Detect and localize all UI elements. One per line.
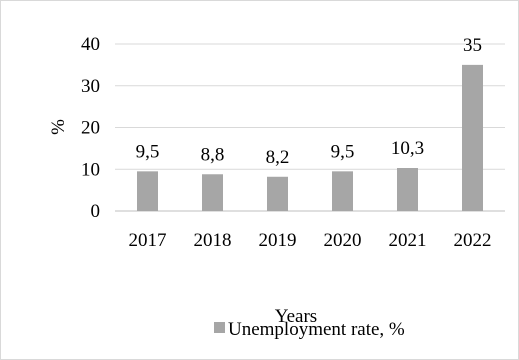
y-tick-label: 40	[81, 34, 100, 55]
x-tick-label: 2021	[389, 230, 427, 251]
bar	[137, 171, 158, 211]
bar	[267, 176, 288, 211]
bar	[462, 64, 483, 211]
y-tick-label: 0	[91, 201, 101, 222]
data-label: 9,5	[136, 141, 160, 162]
y-tick-label: 20	[81, 118, 100, 139]
x-tick-labels: 2017 2018 2019 2020 2021 2022	[129, 230, 492, 251]
y-tick-label: 10	[81, 159, 100, 180]
data-label: 9,5	[331, 141, 355, 162]
data-labels: 9,5 8,8 8,2 9,5 10,3 35	[136, 35, 482, 168]
x-tick-label: 2022	[454, 230, 492, 251]
data-label: 35	[463, 35, 482, 56]
x-axis-label: Years	[275, 306, 317, 327]
legend: Unemployment rate, %	[214, 319, 405, 340]
data-label: 10,3	[391, 138, 424, 159]
bar	[397, 167, 418, 211]
x-tick-label: 2020	[324, 230, 362, 251]
x-tick-label: 2017	[129, 230, 167, 251]
gridlines	[115, 43, 505, 212]
y-tick-labels: 0 10 20 30 40	[81, 34, 100, 222]
legend-label: Unemployment rate, %	[228, 319, 405, 340]
data-label: 8,8	[201, 144, 225, 165]
x-tick-label: 2019	[259, 230, 297, 251]
data-label: 8,2	[266, 147, 290, 168]
bar	[332, 171, 353, 211]
bar	[202, 174, 223, 211]
y-axis-label: %	[48, 119, 69, 135]
y-tick-label: 30	[81, 76, 100, 97]
x-tick-label: 2018	[194, 230, 232, 251]
legend-swatch	[214, 322, 225, 333]
bars	[137, 64, 483, 211]
